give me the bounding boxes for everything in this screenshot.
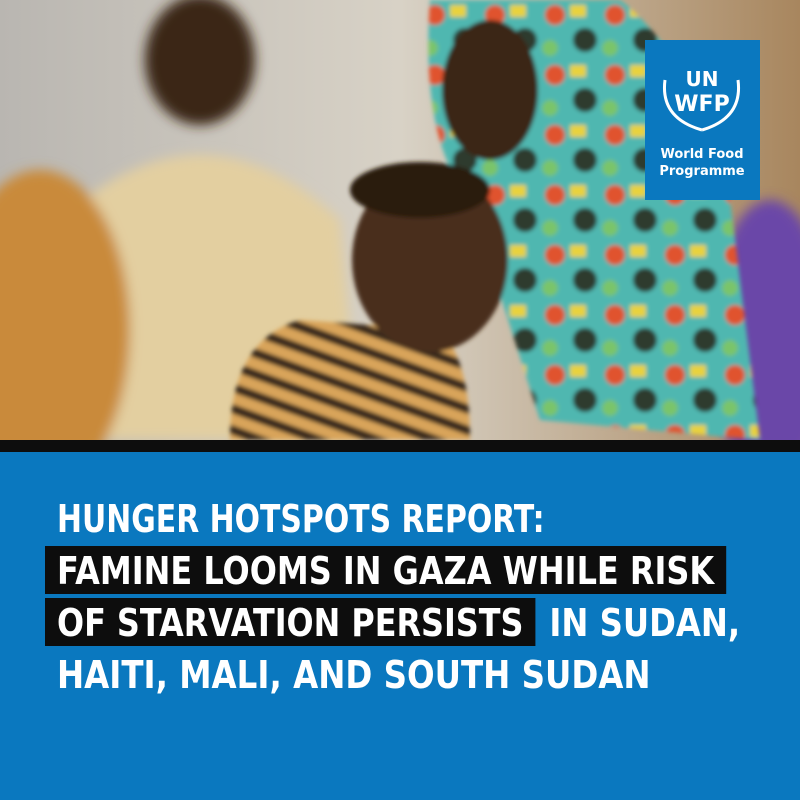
headline-text: FAMINE LOOMS IN GAZA WHILE RISK (57, 549, 716, 593)
logo-un: UN (686, 67, 719, 91)
logo-name: Programme (659, 164, 744, 179)
headline-text: HUNGER HOTSPOTS REPORT: (57, 497, 545, 541)
headline-text: IN SUDAN, (549, 601, 740, 645)
logo-wfp: WFP (674, 92, 729, 117)
headline-text: HAITI, MALI, AND SOUTH SUDAN (57, 653, 651, 697)
highlight-box (45, 546, 727, 594)
headline: HUNGER HOTSPOTS REPORT: FAMINE LOOMS IN G… (45, 497, 740, 697)
logo-name: World Food (660, 147, 743, 162)
headline-text: OF STARVATION PERSISTS (57, 601, 523, 645)
divider (0, 440, 800, 452)
highlight-box (45, 598, 536, 646)
wfp-logo: UN WFP World Food Programme (645, 40, 760, 200)
